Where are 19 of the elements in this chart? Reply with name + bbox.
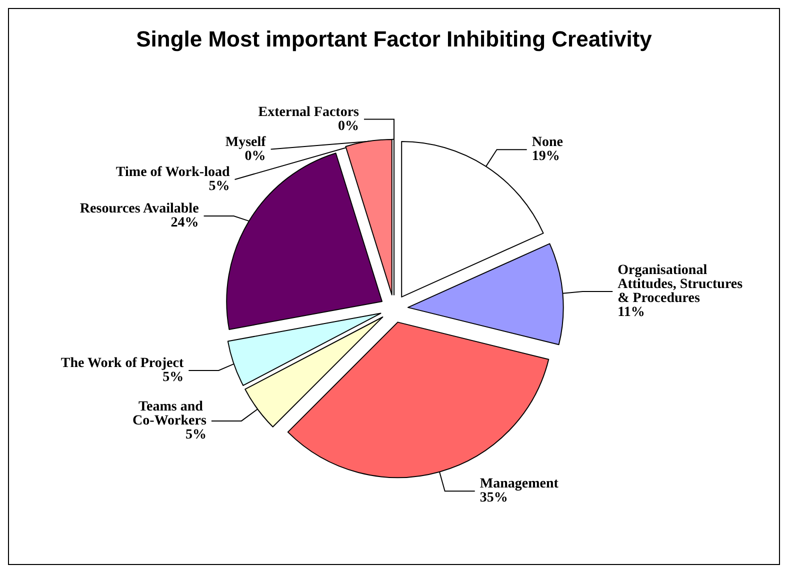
data-label: 5% bbox=[185, 427, 206, 442]
text: 0% bbox=[338, 118, 359, 134]
slice-label: Teams and Co-Workers bbox=[132, 399, 207, 428]
category-label: External Factors bbox=[258, 104, 359, 120]
slice-label: Time of Work-load bbox=[116, 164, 230, 180]
text: 0% bbox=[244, 148, 266, 164]
data-label: 11% bbox=[618, 305, 645, 320]
data-label: 5% bbox=[162, 370, 184, 385]
data-label: 24% bbox=[170, 216, 199, 231]
data-label: 35% bbox=[480, 490, 508, 506]
slice-label: None bbox=[532, 135, 563, 150]
slice-label: Management bbox=[480, 476, 559, 492]
slice-label: Organisational Attitudes, Structures& Procedures bbox=[618, 263, 744, 306]
chart-title: Single Most important Factor Inhibiting Creativity bbox=[136, 26, 653, 52]
data-label: 19% bbox=[532, 149, 560, 164]
data-label: 5% bbox=[208, 178, 230, 194]
slice-label: The Work of Project bbox=[60, 356, 184, 371]
slice-label: Resources Available bbox=[80, 202, 199, 217]
category-label: Myself bbox=[225, 134, 266, 150]
